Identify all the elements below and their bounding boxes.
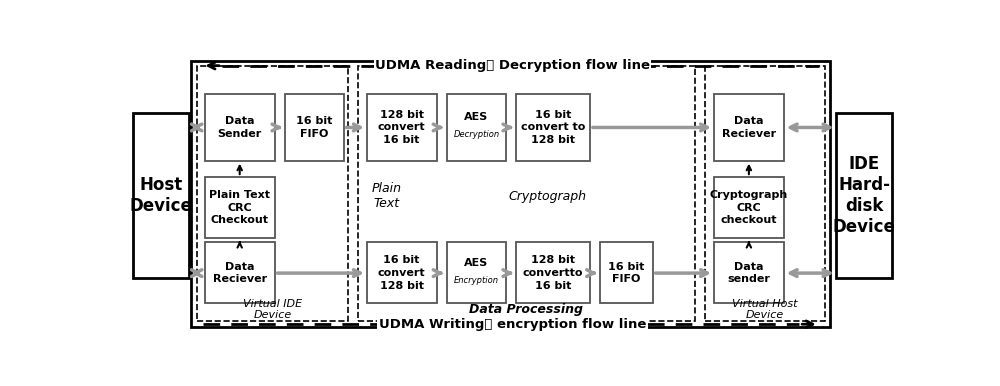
Text: 16 bit
FIFO: 16 bit FIFO (296, 116, 333, 139)
FancyBboxPatch shape (367, 242, 437, 303)
Text: UDMA Reading， Decryption flow line: UDMA Reading， Decryption flow line (375, 59, 650, 72)
FancyBboxPatch shape (205, 94, 275, 161)
FancyBboxPatch shape (133, 113, 189, 278)
Text: Data
sender: Data sender (727, 262, 770, 284)
Text: Encryption: Encryption (454, 276, 499, 285)
Text: Decryption: Decryption (453, 130, 500, 139)
Text: 128 bit
convertto
16 bit: 128 bit convertto 16 bit (523, 255, 583, 291)
Text: UDMA Writing， encryption flow line: UDMA Writing， encryption flow line (379, 318, 646, 331)
FancyBboxPatch shape (447, 242, 506, 303)
Text: Host
Device: Host Device (129, 176, 192, 215)
FancyBboxPatch shape (205, 242, 275, 303)
Text: Plain
Text: Plain Text (372, 183, 402, 210)
Text: Data
Reciever: Data Reciever (722, 116, 776, 139)
FancyBboxPatch shape (516, 242, 590, 303)
FancyBboxPatch shape (197, 66, 348, 321)
FancyBboxPatch shape (191, 61, 830, 327)
FancyBboxPatch shape (367, 94, 437, 161)
FancyBboxPatch shape (285, 94, 344, 161)
Text: 16 bit
convert
128 bit: 16 bit convert 128 bit (378, 255, 425, 291)
FancyBboxPatch shape (205, 177, 275, 238)
Text: Data Processing: Data Processing (469, 303, 583, 316)
Text: Cryptograph
CRC
checkout: Cryptograph CRC checkout (710, 190, 788, 225)
Text: 128 bit
convert
16 bit: 128 bit convert 16 bit (378, 110, 425, 145)
FancyBboxPatch shape (447, 94, 506, 161)
FancyBboxPatch shape (705, 66, 825, 321)
FancyBboxPatch shape (600, 242, 653, 303)
Text: Plain Text
CRC
Checkout: Plain Text CRC Checkout (209, 190, 270, 225)
FancyBboxPatch shape (836, 113, 892, 278)
Text: 16 bit
convert to
128 bit: 16 bit convert to 128 bit (521, 110, 585, 145)
Text: Cryptograph: Cryptograph (508, 190, 586, 203)
FancyBboxPatch shape (358, 66, 695, 321)
Text: 16 bit
FIFO: 16 bit FIFO (608, 262, 645, 284)
FancyBboxPatch shape (516, 94, 590, 161)
FancyBboxPatch shape (714, 242, 784, 303)
Text: Virtual Host
Device: Virtual Host Device (732, 298, 798, 320)
Text: AES: AES (464, 257, 489, 267)
Text: Virtual IDE
Device: Virtual IDE Device (243, 298, 302, 320)
FancyBboxPatch shape (714, 177, 784, 238)
Text: IDE
Hard-
disk
Device: IDE Hard- disk Device (833, 156, 896, 236)
FancyBboxPatch shape (714, 94, 784, 161)
Text: AES: AES (464, 112, 489, 122)
Text: Data
Reciever: Data Reciever (213, 262, 267, 284)
Text: Data
Sender: Data Sender (218, 116, 262, 139)
